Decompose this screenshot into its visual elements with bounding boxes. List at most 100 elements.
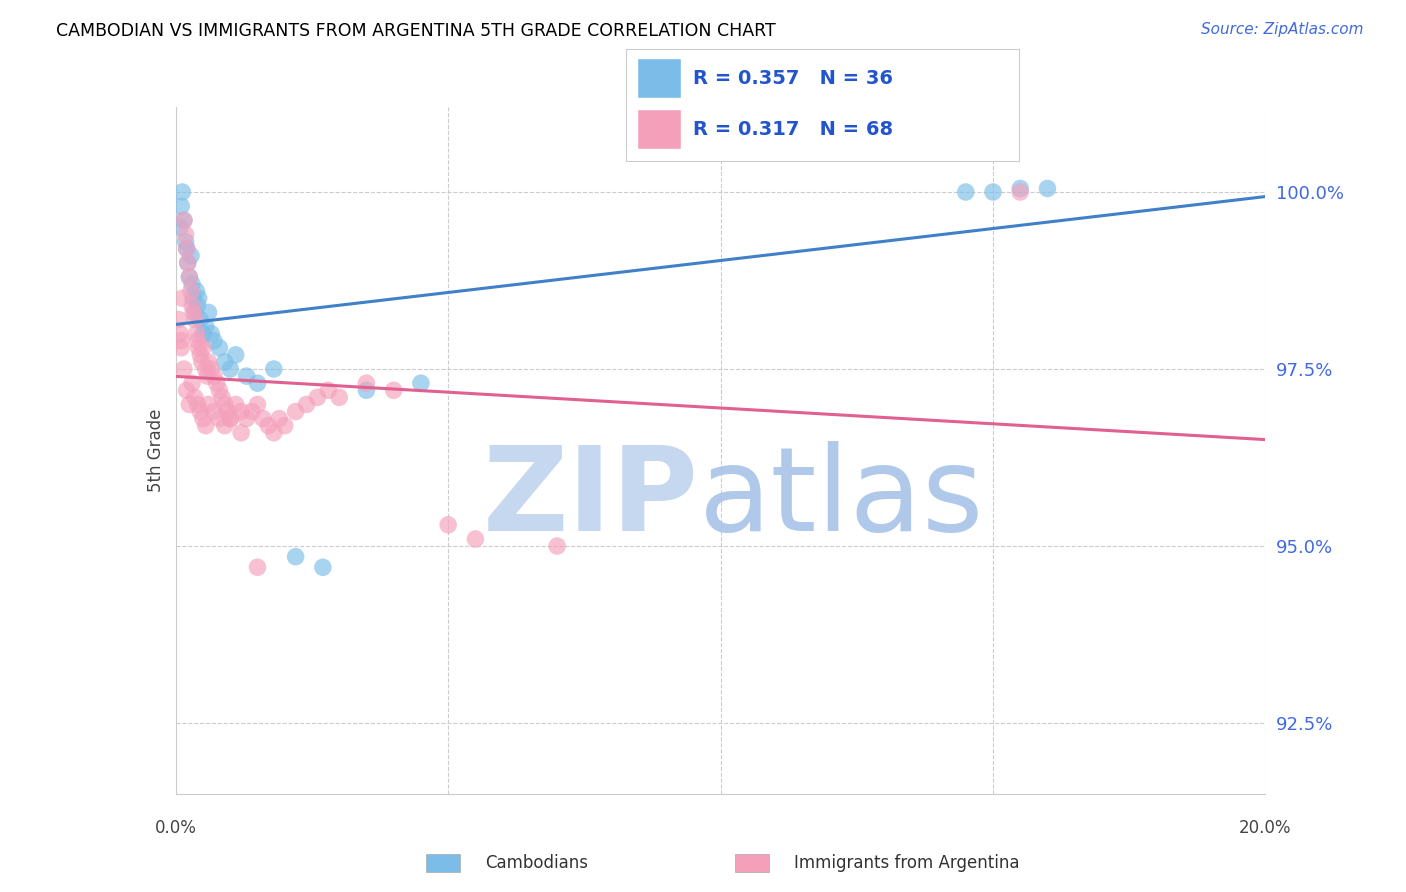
Point: [219, 411, 242, 425]
Point: [464, 532, 486, 546]
Point: [274, 418, 297, 433]
Point: [200, 326, 222, 341]
Text: atlas: atlas: [699, 441, 984, 556]
Point: [167, 312, 190, 326]
Point: [246, 376, 269, 391]
Point: [437, 517, 460, 532]
Point: [263, 425, 285, 440]
Point: [181, 298, 204, 312]
Point: [170, 199, 193, 213]
Point: [174, 235, 197, 249]
Point: [214, 355, 236, 369]
FancyBboxPatch shape: [637, 58, 681, 98]
Point: [1010, 181, 1032, 195]
Point: [328, 390, 350, 404]
Point: [214, 397, 236, 411]
Point: [174, 227, 197, 242]
Point: [177, 256, 200, 270]
Point: [235, 411, 257, 425]
Point: [187, 291, 209, 305]
Point: [219, 362, 242, 376]
Point: [197, 305, 219, 319]
Point: [186, 334, 209, 348]
Point: [225, 397, 247, 411]
Point: [202, 369, 225, 384]
FancyBboxPatch shape: [626, 49, 1019, 161]
Point: [184, 305, 207, 319]
Point: [307, 390, 329, 404]
Text: R = 0.317   N = 68: R = 0.317 N = 68: [693, 120, 893, 139]
Point: [240, 404, 263, 418]
Point: [179, 270, 201, 285]
Point: [284, 404, 307, 418]
Point: [186, 298, 209, 312]
Text: ZIP: ZIP: [482, 441, 699, 556]
Point: [1036, 181, 1059, 195]
Point: [955, 185, 977, 199]
Point: [546, 539, 568, 553]
Point: [184, 390, 207, 404]
Point: [246, 397, 269, 411]
Point: [235, 369, 257, 384]
Point: [186, 284, 208, 298]
Point: [191, 411, 214, 425]
Point: [208, 384, 231, 398]
Point: [188, 404, 211, 418]
Text: 0.0%: 0.0%: [155, 819, 197, 837]
Point: [191, 341, 214, 355]
Point: [188, 312, 211, 326]
Point: [172, 291, 194, 305]
Point: [269, 411, 291, 425]
Point: [356, 376, 378, 391]
Point: [197, 397, 219, 411]
Point: [200, 362, 222, 376]
Point: [211, 390, 233, 404]
Point: [180, 249, 202, 263]
Point: [191, 355, 214, 369]
Point: [191, 326, 214, 341]
Point: [177, 256, 200, 270]
Point: [173, 213, 195, 227]
FancyBboxPatch shape: [637, 110, 681, 150]
Point: [186, 326, 208, 341]
Point: [179, 270, 201, 285]
Text: Source: ZipAtlas.com: Source: ZipAtlas.com: [1201, 22, 1364, 37]
Point: [181, 305, 204, 319]
Point: [257, 418, 280, 433]
FancyBboxPatch shape: [426, 855, 460, 872]
Point: [176, 242, 198, 256]
Point: [195, 369, 218, 384]
Point: [194, 362, 217, 376]
Point: [170, 341, 193, 355]
Text: R = 0.357   N = 36: R = 0.357 N = 36: [693, 69, 893, 87]
Point: [208, 341, 231, 355]
Point: [181, 291, 204, 305]
Point: [169, 220, 191, 235]
Point: [231, 425, 253, 440]
Point: [176, 242, 198, 256]
Point: [197, 355, 219, 369]
Point: [186, 397, 209, 411]
Point: [312, 560, 335, 574]
Point: [246, 560, 269, 574]
Point: [173, 213, 195, 227]
Point: [170, 334, 193, 348]
Point: [263, 362, 285, 376]
Point: [169, 326, 191, 341]
Point: [1010, 185, 1032, 199]
Point: [172, 185, 194, 199]
Point: [217, 404, 239, 418]
FancyBboxPatch shape: [735, 855, 769, 872]
Point: [188, 348, 211, 362]
Point: [208, 411, 231, 425]
Point: [252, 411, 274, 425]
Y-axis label: 5th Grade: 5th Grade: [146, 409, 165, 492]
Text: Cambodians: Cambodians: [485, 855, 588, 872]
Point: [202, 334, 225, 348]
Text: CAMBODIAN VS IMMIGRANTS FROM ARGENTINA 5TH GRADE CORRELATION CHART: CAMBODIAN VS IMMIGRANTS FROM ARGENTINA 5…: [56, 22, 776, 40]
Point: [214, 418, 236, 433]
Point: [318, 384, 340, 398]
Point: [194, 319, 217, 334]
Point: [184, 312, 207, 326]
Point: [382, 384, 405, 398]
